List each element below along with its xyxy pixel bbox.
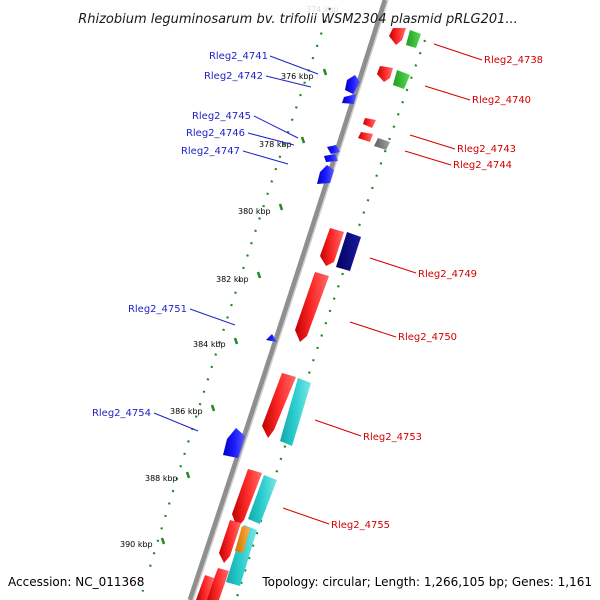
gene-rleg2-4751-arrow[interactable] xyxy=(266,334,277,342)
map-title: Rhizobium leguminosarum bv. trifolii WSM… xyxy=(78,12,518,27)
tick-mark-4 xyxy=(256,271,262,279)
leader-lines-left xyxy=(153,55,319,432)
gene-label-rleg2-4743[interactable]: Rleg2_4743 xyxy=(457,144,516,155)
tick-label-382: 382 kbp xyxy=(216,275,249,284)
gene-label-rleg2-4753[interactable]: Rleg2_4753 xyxy=(363,432,422,443)
gene-rleg2-4754-arrow[interactable] xyxy=(223,428,245,458)
tick-label-380: 380 kbp xyxy=(238,207,271,216)
tick-label-374: 374 kbp xyxy=(306,5,339,14)
gene-label-rleg2-4749[interactable]: Rleg2_4749 xyxy=(418,269,477,280)
footer-bg-left xyxy=(4,572,150,590)
gene-rleg2-4752-arrow[interactable] xyxy=(262,373,296,438)
feature-orange-1[interactable] xyxy=(235,526,250,553)
gene-rleg2-4745-arrow[interactable] xyxy=(327,145,340,154)
tick-track-left xyxy=(138,7,332,600)
tick-marks xyxy=(160,68,328,545)
gene-rleg2-4747-arrow[interactable] xyxy=(317,165,334,184)
tick-mark-1 xyxy=(322,68,328,76)
gene-label-rleg2-4741[interactable]: Rleg2_4741 xyxy=(209,51,268,62)
gene-label-rleg2-4754[interactable]: Rleg2_4754 xyxy=(92,408,151,419)
gene-label-rleg2-4750[interactable]: Rleg2_4750 xyxy=(398,332,457,343)
feature-grey-1[interactable] xyxy=(374,138,390,150)
gene-rleg2-4756-arrow[interactable] xyxy=(219,520,241,563)
leader-lines-right xyxy=(282,43,483,525)
gene-label-rleg2-4755[interactable]: Rleg2_4755 xyxy=(331,520,390,531)
gene-rleg2-4757b-arrow[interactable] xyxy=(196,575,214,600)
gene-label-rleg2-4747[interactable]: Rleg2_4747 xyxy=(181,146,240,157)
tick-mark-8 xyxy=(160,537,166,545)
genome-summary-text: Topology: circular; Length: 1,266,105 bp… xyxy=(261,575,592,589)
tick-label-386: 386 kbp xyxy=(170,407,203,416)
gene-rleg2-4750-arrow[interactable] xyxy=(295,272,329,342)
footer-bg-right xyxy=(256,572,596,590)
gene-rleg2-4738-arrow[interactable] xyxy=(389,28,406,45)
tick-track-right xyxy=(234,39,427,600)
gene-rleg2-4742-arrow[interactable] xyxy=(342,94,356,104)
tick-mark-5 xyxy=(233,337,239,345)
tick-mark-7 xyxy=(185,471,191,479)
gene-label-rleg2-4738[interactable]: Rleg2_4738 xyxy=(484,55,543,66)
gene-rleg2-4743b-arrow[interactable] xyxy=(358,132,373,142)
gene-label-rleg2-4751[interactable]: Rleg2_4751 xyxy=(128,304,187,315)
tick-label-376: 376 kbp xyxy=(281,72,314,81)
gene-rleg2-4748-arrow[interactable] xyxy=(320,228,344,266)
feature-cyan-2[interactable] xyxy=(248,475,277,524)
gene-rleg2-4743-arrow[interactable] xyxy=(363,118,376,128)
feature-green-1[interactable] xyxy=(406,30,421,48)
gene-label-rleg2-4744[interactable]: Rleg2_4744 xyxy=(453,160,512,171)
backbone-ring-highlight xyxy=(192,0,389,600)
feature-cyan-3[interactable] xyxy=(226,525,257,586)
tick-mark-3 xyxy=(278,203,284,211)
tick-label-378: 378 kbp xyxy=(259,140,292,149)
tick-label-384: 384 kbp xyxy=(193,340,226,349)
tick-mark-2 xyxy=(300,136,306,144)
gene-label-rleg2-4745[interactable]: Rleg2_4745 xyxy=(192,111,251,122)
tick-mark-6 xyxy=(210,404,216,412)
tick-label-388: 388 kbp xyxy=(145,474,178,483)
tick-label-390: 390 kbp xyxy=(120,540,153,549)
gene-rleg2-4755-arrow[interactable] xyxy=(232,469,262,528)
feature-cyan-1[interactable] xyxy=(280,378,311,446)
accession-text: Accession: NC_011368 xyxy=(8,575,144,589)
gene-label-rleg2-4740[interactable]: Rleg2_4740 xyxy=(472,95,531,106)
gene-rleg2-4741-arrow[interactable] xyxy=(345,75,360,94)
feature-navy-1[interactable] xyxy=(336,232,361,271)
gene-label-rleg2-4742[interactable]: Rleg2_4742 xyxy=(204,71,263,82)
gene-label-rleg2-4746[interactable]: Rleg2_4746 xyxy=(186,128,245,139)
gene-rleg2-4757-arrow[interactable] xyxy=(206,568,229,600)
feature-green-2[interactable] xyxy=(393,70,410,89)
gene-rleg2-4746-arrow[interactable] xyxy=(324,154,338,162)
gene-rleg2-4740-arrow[interactable] xyxy=(377,66,393,82)
